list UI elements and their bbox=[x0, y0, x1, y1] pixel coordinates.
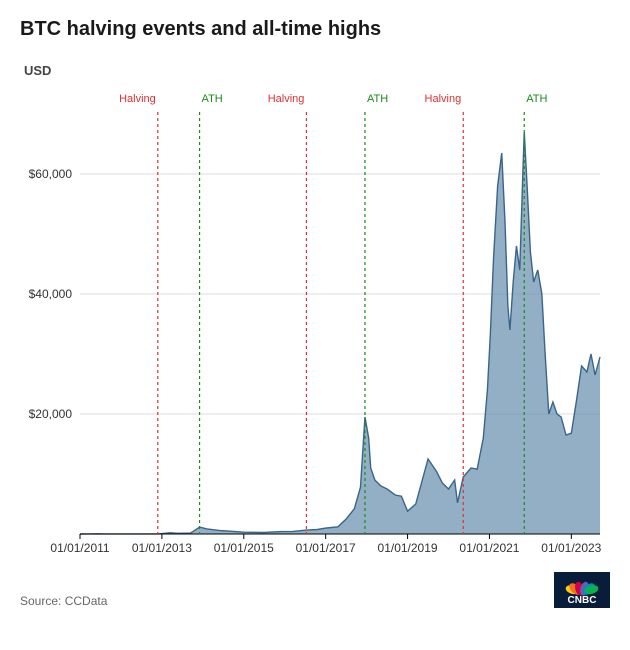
x-tick-label: 01/01/2011 bbox=[50, 541, 109, 555]
x-tick-label: 01/01/2015 bbox=[214, 541, 274, 555]
y-tick-label: $40,000 bbox=[29, 287, 73, 301]
y-tick-label: $60,000 bbox=[29, 167, 73, 181]
chart-container: BTC halving events and all-time highs US… bbox=[0, 0, 630, 650]
halving-label: Halving bbox=[425, 93, 462, 105]
x-tick-label: 01/01/2021 bbox=[459, 541, 519, 555]
halving-label: Halving bbox=[268, 93, 305, 105]
area-chart-svg: $20,000 $40,000 $60,000 01/01/2011 01/01/201… bbox=[20, 84, 610, 564]
x-tick-label: 01/01/2019 bbox=[378, 541, 438, 555]
svg-text:CNBC: CNBC bbox=[568, 595, 597, 606]
x-tick-label: 01/01/2023 bbox=[541, 541, 601, 555]
cnbc-logo: CNBC bbox=[554, 572, 610, 608]
halving-label: Halving bbox=[119, 93, 156, 105]
cnbc-logo-svg: CNBC bbox=[554, 572, 610, 608]
source-label: Source: CCData bbox=[20, 594, 107, 608]
y-tick-label: $20,000 bbox=[29, 407, 73, 421]
chart-title: BTC halving events and all-time highs bbox=[20, 18, 610, 41]
x-tick-label: 01/01/2017 bbox=[296, 541, 356, 555]
x-tick-label: 01/01/2013 bbox=[132, 541, 192, 555]
y-axis-label: USD bbox=[24, 63, 610, 78]
chart-area: $20,000 $40,000 $60,000 01/01/2011 01/01/201… bbox=[20, 84, 610, 564]
ath-label: ATH bbox=[526, 93, 547, 105]
ath-label: ATH bbox=[202, 93, 223, 105]
ath-label: ATH bbox=[367, 93, 388, 105]
chart-footer: Source: CCData CNBC bbox=[20, 572, 610, 608]
